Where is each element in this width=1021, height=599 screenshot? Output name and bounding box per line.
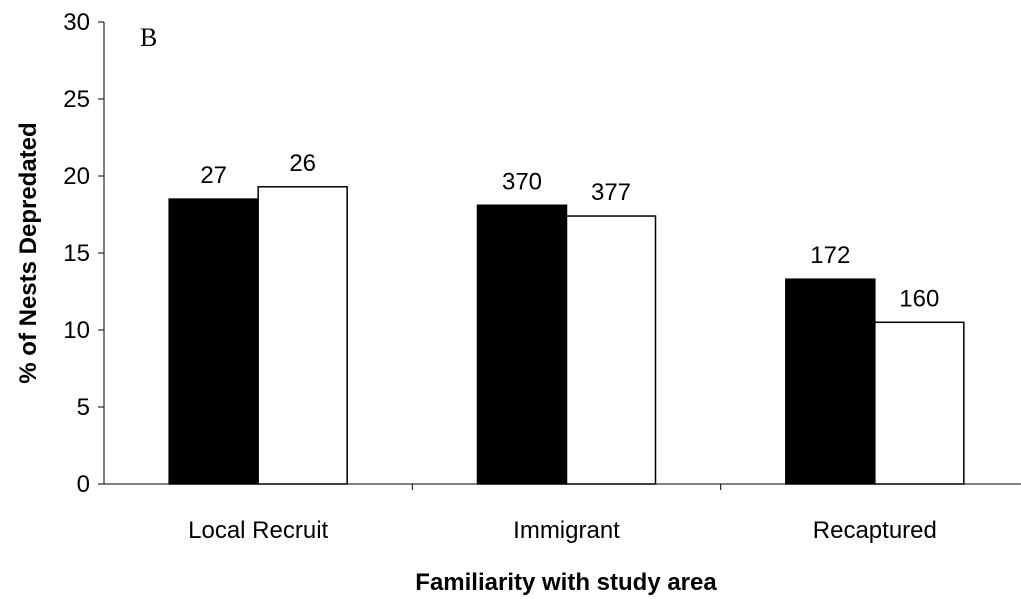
data-label: 172 (810, 242, 850, 269)
y-axis-title: % of Nests Depredated (15, 122, 42, 383)
bar (257, 186, 348, 485)
data-labels: 27 26 370 377 172 160 (200, 150, 939, 313)
bar (785, 278, 876, 485)
category-labels: Local Recruit Immigrant Recaptured (188, 517, 937, 544)
bars (168, 186, 965, 485)
y-ticks: 0 5 10 15 20 25 30 (63, 9, 104, 498)
category-label: Local Recruit (188, 517, 328, 544)
y-tick-label: 20 (63, 163, 90, 190)
bar (168, 198, 259, 485)
data-label: 27 (200, 162, 227, 189)
y-tick-label: 5 (77, 394, 90, 421)
bar (476, 204, 568, 485)
data-label: 377 (591, 179, 631, 206)
x-ticks (411, 484, 722, 490)
category-label: Immigrant (513, 517, 620, 544)
y-tick-label: 15 (63, 240, 90, 267)
data-label: 26 (289, 150, 316, 177)
data-label: 160 (899, 285, 939, 312)
y-tick-label: 0 (77, 471, 90, 498)
category-label: Recaptured (813, 517, 937, 544)
y-tick-label: 30 (63, 9, 90, 36)
y-tick-label: 25 (63, 86, 90, 113)
y-tick-label: 10 (63, 317, 90, 344)
x-axis-title: Familiarity with study area (415, 569, 717, 596)
bar (874, 321, 965, 485)
panel-label: B (140, 23, 157, 52)
bar (565, 215, 657, 485)
data-label: 370 (502, 168, 542, 195)
